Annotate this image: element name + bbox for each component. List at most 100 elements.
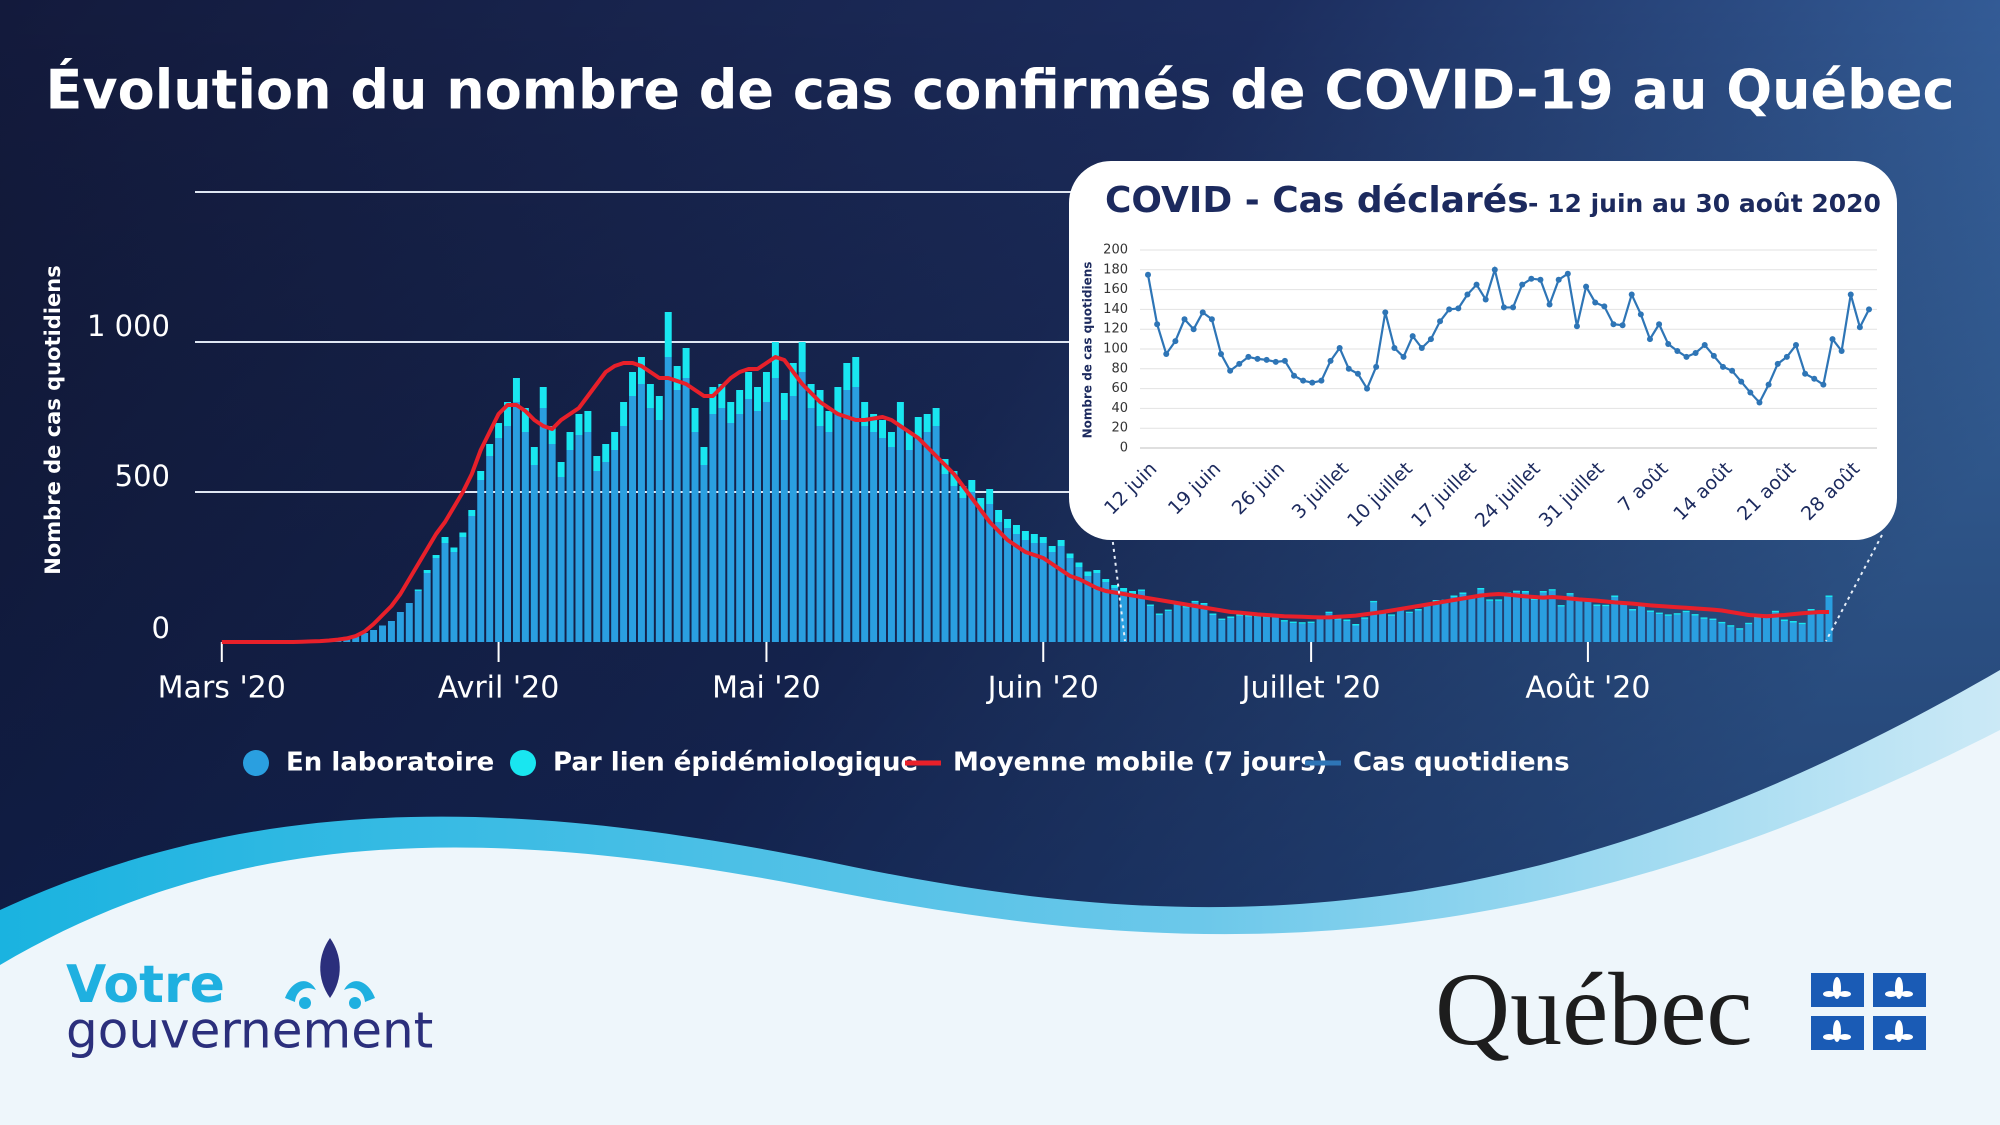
main-chart: 0 500 1 000 Mars '20 Avril '20 Mai '20 Juin '2… (87, 191, 1833, 706)
bar (1191, 600, 1199, 603)
bar (941, 474, 949, 642)
bar (566, 450, 574, 642)
bar (1396, 609, 1404, 642)
bar (584, 432, 592, 642)
bar (423, 570, 431, 573)
bar (1271, 617, 1279, 642)
bar (396, 612, 404, 642)
bar (807, 408, 815, 642)
logo-quebec: Québec (1435, 952, 1753, 1067)
bar (1468, 598, 1476, 642)
bar (1816, 614, 1824, 642)
bar (843, 363, 851, 390)
bar (1513, 592, 1520, 642)
bar (959, 498, 967, 642)
bar (834, 414, 842, 642)
bar (1316, 617, 1324, 642)
bar (1557, 605, 1565, 607)
inset-y-tick-label: 20 (1111, 421, 1128, 436)
bar (736, 414, 744, 642)
bar (1736, 628, 1744, 630)
bar (1789, 622, 1797, 642)
inset-point (1391, 345, 1398, 352)
bar (1039, 543, 1047, 642)
bar (1182, 606, 1190, 608)
bar (798, 342, 806, 372)
bar (575, 414, 583, 435)
bar (539, 387, 547, 408)
inset-point (1820, 381, 1827, 388)
bar (664, 357, 672, 642)
bar (1825, 595, 1833, 597)
inset-point (1692, 349, 1699, 356)
bar (1798, 622, 1806, 625)
bar (861, 426, 869, 642)
x-tick-label: Mars '20 (158, 671, 286, 706)
inset-point (1218, 350, 1225, 357)
bar (1066, 558, 1074, 642)
bar (1004, 528, 1012, 642)
inset-point (1245, 353, 1252, 360)
bar (1486, 600, 1494, 642)
bar (789, 363, 797, 396)
inset-point (1373, 363, 1380, 370)
bar (1298, 622, 1306, 624)
bar (914, 438, 922, 642)
bar (414, 591, 422, 642)
bar (1325, 613, 1333, 642)
inset-point (1491, 266, 1498, 273)
bar (611, 432, 619, 450)
bar (834, 387, 842, 414)
bar (459, 537, 467, 642)
bar (1655, 614, 1663, 642)
bar (1218, 620, 1226, 642)
inset-point (1637, 311, 1644, 318)
bar (1021, 531, 1029, 540)
inset-y-tick-label: 100 (1103, 342, 1128, 357)
inset-point (1364, 385, 1371, 392)
inset-point (1455, 305, 1462, 312)
bar (1387, 615, 1395, 642)
bar (1262, 617, 1270, 642)
bar (414, 589, 422, 591)
bar (1048, 552, 1056, 642)
bar (691, 432, 699, 642)
bar (450, 552, 458, 642)
bar (1566, 593, 1574, 595)
bar (762, 402, 770, 642)
inset-point (1774, 360, 1781, 367)
bar (700, 465, 708, 642)
y-tick-label: 500 (115, 459, 170, 493)
inset-point (1510, 304, 1517, 311)
legend-label: Par lien épidémiologique (553, 748, 918, 778)
bar (477, 471, 485, 480)
bar (1254, 616, 1262, 642)
bar (1575, 599, 1583, 642)
inset-point (1437, 318, 1444, 325)
logo-left-line1: Votre (66, 955, 225, 1015)
inset-point (1318, 377, 1325, 384)
bar (754, 387, 762, 411)
bar (486, 456, 494, 642)
bar (1807, 609, 1815, 611)
inset-y-tick-label: 80 (1111, 361, 1128, 376)
bar (986, 504, 994, 642)
bar (655, 420, 663, 642)
bar (905, 432, 913, 450)
inset-point (1674, 347, 1681, 354)
bar (1280, 621, 1288, 642)
bar (495, 438, 503, 642)
bar (1807, 610, 1815, 642)
inset-point (1601, 303, 1608, 310)
bar (932, 408, 940, 426)
bar (1789, 621, 1797, 623)
inset-point (1555, 276, 1562, 283)
inset-point (1500, 304, 1507, 311)
bar (1164, 611, 1172, 642)
bar (602, 462, 610, 642)
bar (905, 450, 913, 642)
bar (780, 420, 788, 642)
bar (432, 558, 440, 642)
bar (1146, 604, 1154, 606)
